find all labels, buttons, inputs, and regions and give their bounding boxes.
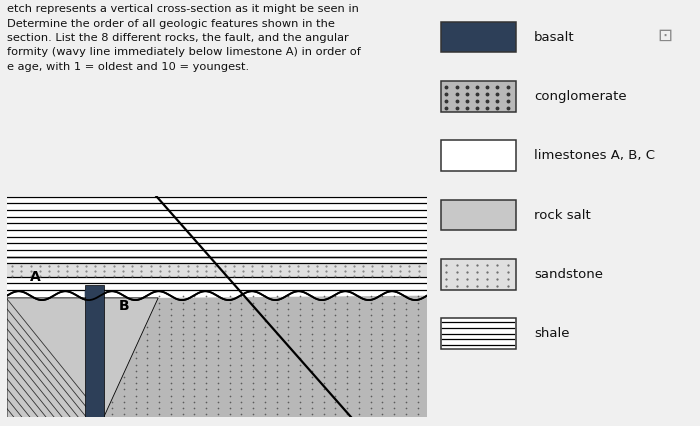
Polygon shape xyxy=(104,296,427,417)
Bar xyxy=(85,285,104,417)
Text: ⊡: ⊡ xyxy=(657,27,672,45)
FancyBboxPatch shape xyxy=(441,81,516,112)
Text: sandstone: sandstone xyxy=(534,268,603,281)
Bar xyxy=(7,263,427,277)
Text: shale: shale xyxy=(534,327,570,340)
Text: basalt: basalt xyxy=(534,31,575,43)
Bar xyxy=(7,283,427,290)
Text: B: B xyxy=(118,299,129,313)
FancyBboxPatch shape xyxy=(441,22,516,52)
Polygon shape xyxy=(7,298,158,417)
FancyBboxPatch shape xyxy=(441,200,516,230)
Text: etch represents a vertical cross-section as it might be seen in
Determine the or: etch represents a vertical cross-section… xyxy=(7,4,361,72)
Bar xyxy=(7,277,427,283)
Bar xyxy=(7,196,427,256)
Text: rock salt: rock salt xyxy=(534,209,591,222)
Bar xyxy=(7,256,427,263)
Polygon shape xyxy=(85,286,104,297)
Text: A: A xyxy=(30,270,41,284)
FancyBboxPatch shape xyxy=(441,141,516,171)
Text: limestones A, B, C: limestones A, B, C xyxy=(534,149,655,162)
Text: conglomerate: conglomerate xyxy=(534,90,627,103)
FancyBboxPatch shape xyxy=(441,259,516,290)
FancyBboxPatch shape xyxy=(441,318,516,349)
